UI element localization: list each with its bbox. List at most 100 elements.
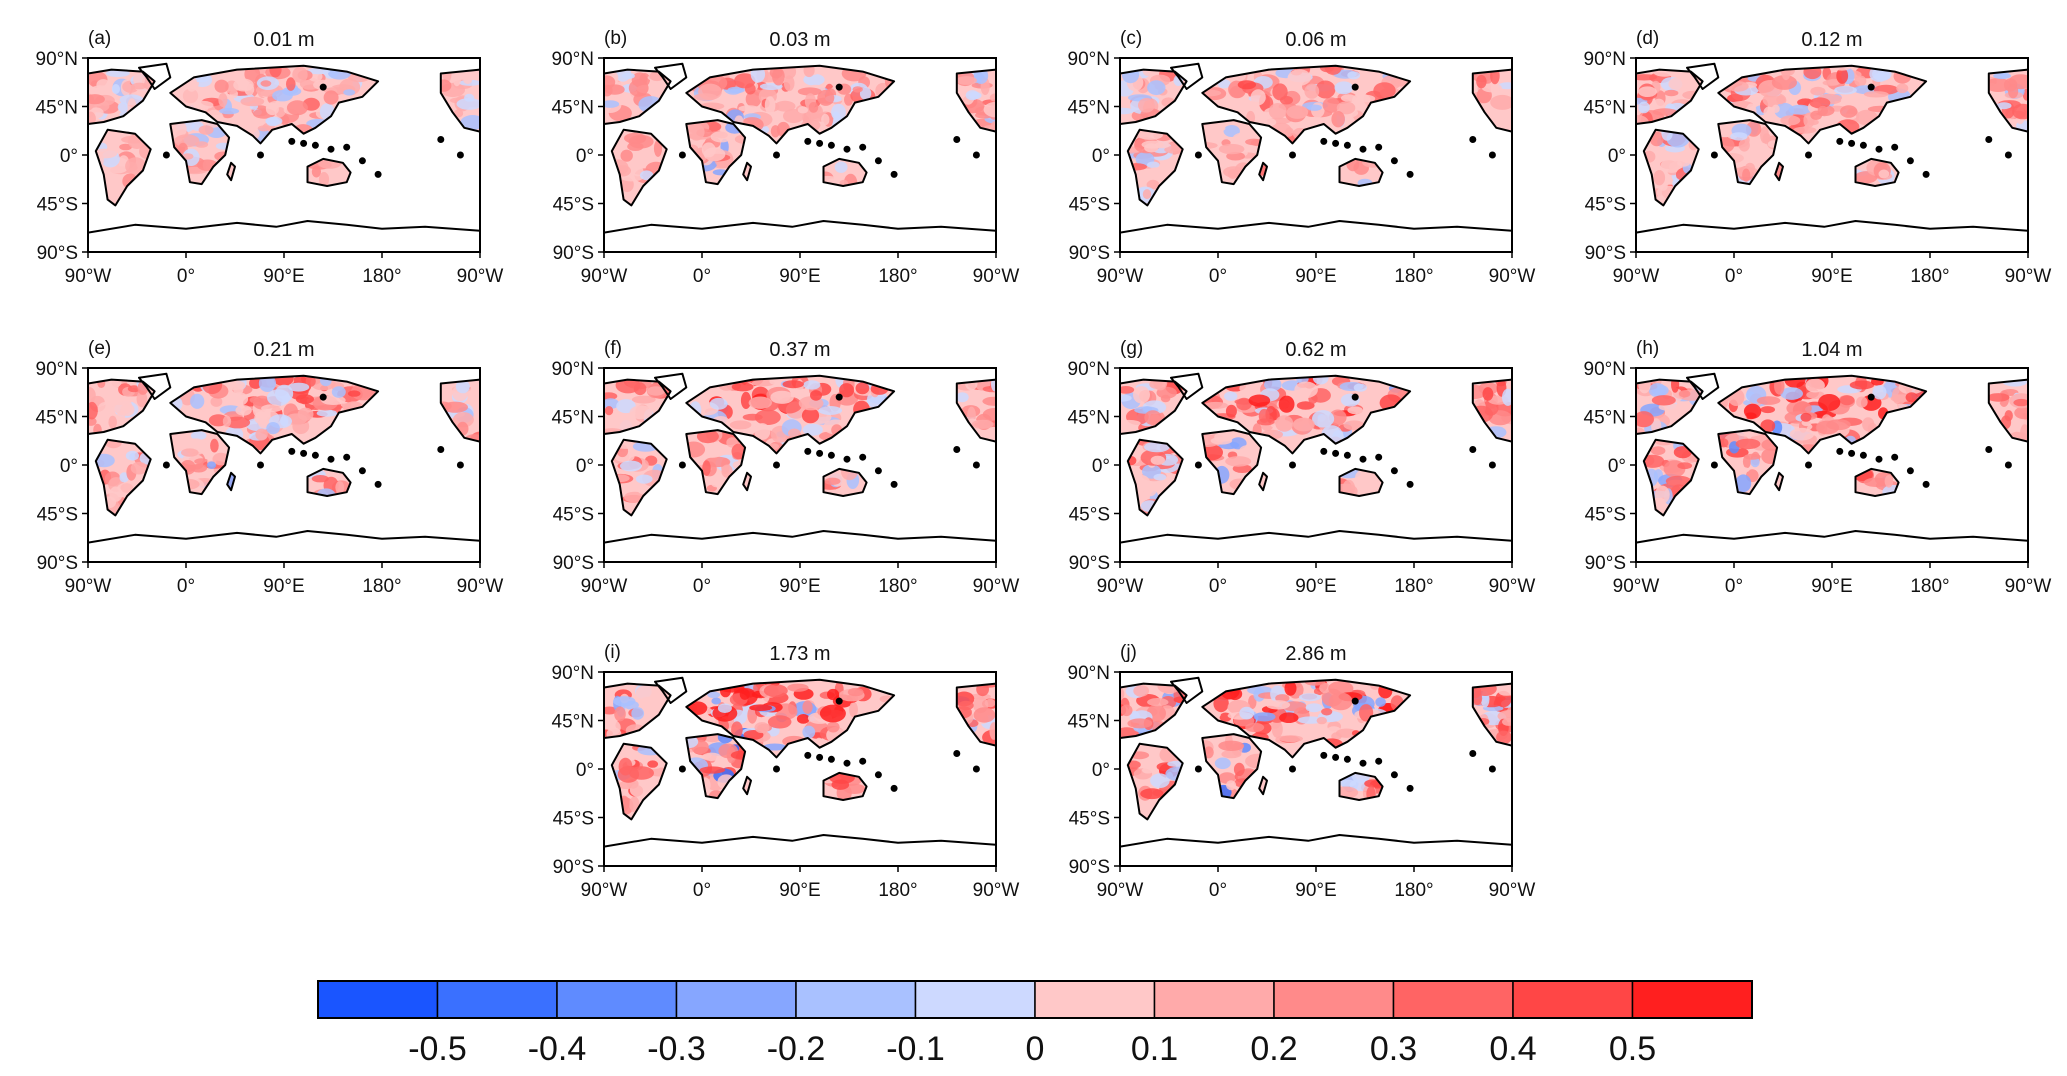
coastline-eurasia [169,374,380,455]
lat-tick-label: 45°S [1069,505,1110,526]
anomaly-field [1120,679,1512,820]
coastline-northAmericaE [1987,378,2028,443]
island-mark [843,455,851,463]
island-mark [1875,145,1883,153]
colorbar-label: 0.5 [1609,1030,1656,1068]
island-mark [1867,83,1875,91]
island-mark [1320,447,1328,455]
island-mark [1710,461,1718,469]
lat-tick-label: 90°N [552,49,594,70]
coastlines [1636,372,2028,562]
lon-tick-label: 90°W [1489,266,1536,287]
colorbar-swatch [436,980,558,1019]
lat-tick-label: 90°N [552,663,594,684]
island-mark [1848,139,1856,147]
island-mark [804,447,812,455]
panel-title: 0.06 m [1285,29,1346,51]
lon-tick-label: 0° [693,576,711,597]
island-mark [1859,451,1867,459]
lon-tick-label: 90°W [1489,576,1536,597]
lat-tick-label: 90°S [37,243,78,264]
coastline-eurasia [1201,678,1412,759]
lat-tick-label: 45°N [1068,408,1110,429]
map-panel: 90°N45°N0°45°S90°S90°W 0° 90°E 180° 90°W(j) 2… [1068,642,1536,901]
coastline-antarctica [88,220,480,252]
coastline-eurasia [169,64,380,145]
lon-tick-label: 90°W [581,576,628,597]
coastline-antarctica [1636,220,2028,252]
coastline-greenland [138,372,172,400]
map-panel: 90°N45°N0°45°S90°S90°W 0° 90°E 180° 90°W(d) 0… [1584,28,2052,287]
panel-title: 0.62 m [1285,339,1346,361]
lat-tick-label: 0° [60,456,78,477]
island-mark [874,467,882,475]
island-mark [288,447,296,455]
lat-tick-label: 90°S [553,243,594,264]
colorbar-label: 0.2 [1250,1030,1297,1068]
island-mark [953,446,961,453]
coastline-northAmericaE [955,682,996,747]
island-mark [773,461,780,469]
lat-tick-label: 90°N [1584,359,1626,380]
lon-tick-label: 180° [362,576,401,597]
coastline-madagascar [226,471,236,492]
lon-tick-label: 90°E [1295,576,1336,597]
coastline-greenland [654,372,688,400]
coastline-madagascar [1258,775,1268,796]
lat-tick-label: 45°N [552,712,594,733]
lat-tick-label: 90°S [1069,553,1110,574]
coastline-northAmericaE [439,68,480,133]
lat-tick-label: 90°N [1068,359,1110,380]
coastline-southAmerica [1126,438,1184,517]
map-panel: 90°N45°N0°45°S90°S90°W 0° 90°E 180° 90°W(e) 0… [36,338,504,597]
coastline-madagascar [1258,161,1268,182]
lon-tick-label: 90°E [779,576,820,597]
lat-tick-label: 45°S [37,505,78,526]
lon-tick-label: 0° [1209,266,1227,287]
coastline-madagascar [742,161,752,182]
coastline-africa [685,429,747,496]
island-mark [1406,170,1414,178]
island-mark [1906,157,1914,165]
lat-tick-label: 0° [1092,760,1110,781]
coastline-madagascar [1774,161,1784,182]
island-mark [1332,139,1340,147]
colorbar-swatch [914,980,1036,1019]
island-mark [1836,137,1844,145]
coastline-eurasia [685,678,896,759]
lat-tick-label: 45°S [1585,195,1626,216]
coastline-northAmericaW [88,378,156,435]
lon-tick-label: 90°W [581,880,628,901]
coastlines [1636,62,2028,252]
colorbar-swatch [1392,980,1514,1019]
coastline-northAmericaW [1120,68,1188,125]
coastlines [88,372,480,562]
coastline-southAmerica [610,742,668,821]
coastline-australia [822,157,868,187]
lon-tick-label: 90°E [1295,880,1336,901]
island-mark [319,83,327,91]
coastline-madagascar [742,471,752,492]
island-mark [300,139,308,147]
panel-letter: (c) [1120,28,1142,49]
island-mark [1922,480,1930,488]
island-mark [1289,765,1296,773]
lon-tick-label: 0° [693,880,711,901]
coastline-antarctica [1120,530,1512,562]
panel-letter: (g) [1120,338,1143,359]
island-mark [1406,480,1414,488]
coastline-northAmericaW [604,378,672,435]
panel-title: 0.12 m [1801,29,1862,51]
island-mark [358,157,366,165]
colorbar-label: 0.3 [1370,1030,1417,1068]
colorbar-swatch [795,980,917,1019]
map-panel: 90°N45°N0°45°S90°S90°W 0° 90°E 180° 90°W(g) 0… [1068,338,1536,597]
island-mark [827,755,835,763]
island-mark [1805,151,1812,159]
coastline-northAmericaE [955,68,996,133]
coastline-eurasia [1717,64,1928,145]
coastline-northAmericaE [1987,68,2028,133]
lat-tick-label: 0° [1092,146,1110,167]
lon-tick-label: 90°W [1097,576,1144,597]
lat-tick-label: 0° [576,760,594,781]
